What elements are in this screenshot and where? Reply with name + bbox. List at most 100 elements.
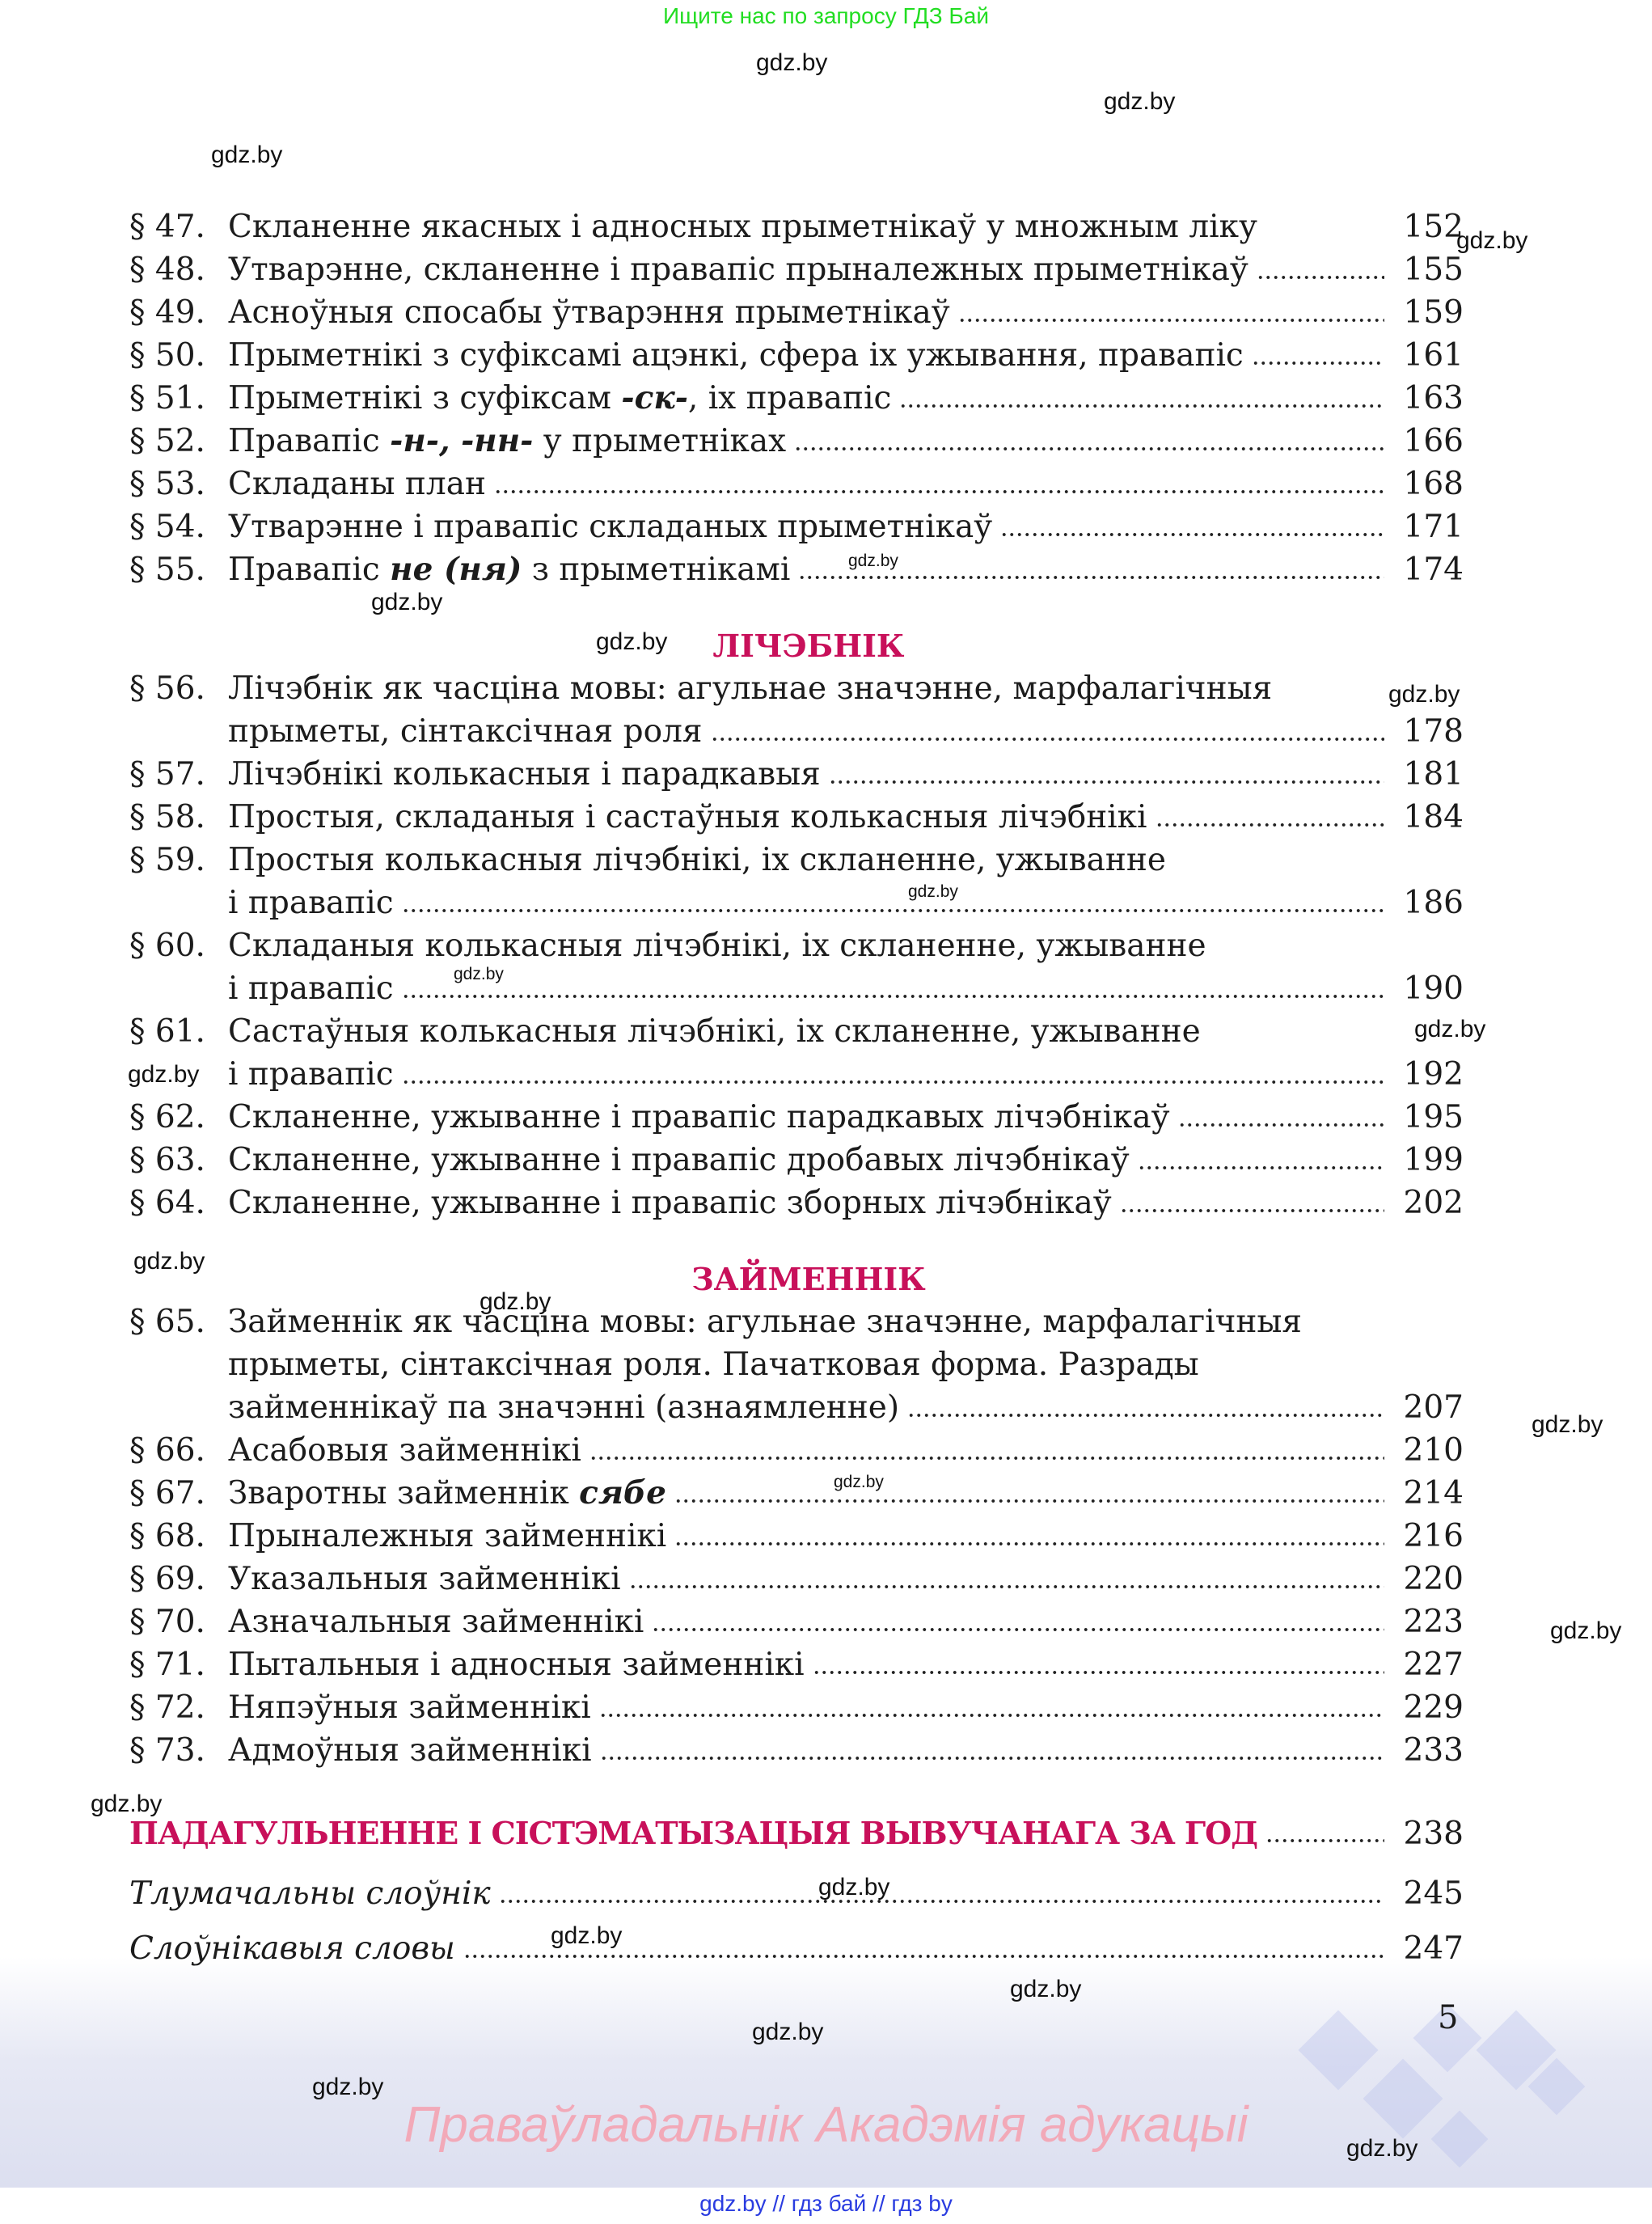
title-segment: Правапіс [228,423,391,459]
toc-entry-line[interactable]: § 57. Лічэбнікі колькасныя і парадкавыя 18… [129,753,1464,796]
entry-title: Слоўнікавыя словы [129,1930,455,1967]
title-segment: Прыметнікі з суфіксам [228,380,622,416]
watermark-text: gdz.by [834,1473,884,1491]
dot-leader [798,573,1384,581]
watermark-text: gdz.by [1550,1617,1622,1644]
entry-page: 168 [1403,466,1464,502]
entry-title: Указальныя займеннікі [228,1558,621,1600]
entry-number: § 50. [129,337,205,374]
toc-entry-line[interactable]: § 52. Правапіс -н-, -нн- у прыметніках 166 [129,420,1464,463]
toc-entry-line[interactable]: § 61. Састаўныя колькасныя лічэбнікі, іх … [129,1010,1464,1053]
toc-entry-line[interactable]: § 58. Простыя, складаныя і састаўныя коль… [129,796,1464,839]
copyright-notice: Праваўладальнік Акадэмія адукацыі [403,2097,1249,2153]
toc-entry-line[interactable]: і правапіс 192 [129,1053,1464,1096]
toc-entry-line[interactable]: § 66. Асабовыя займеннікі 210 [129,1429,1464,1472]
toc-entry-line[interactable]: § 68. Прыналежныя займеннікі 216 [129,1515,1464,1558]
entry-page: 184 [1403,799,1464,835]
title-segment: , іх правапіс [687,380,892,416]
watermark-text: gdz.by [133,1248,205,1275]
toc-entry-line[interactable]: § 55. Правапіс не (ня) з прыметнікамі 174 [129,548,1464,591]
dot-leader [598,1711,1384,1719]
title-segment: Зваротны займеннік [228,1475,580,1512]
entry-title: Прыналежныя займеннікі [228,1515,666,1558]
toc-entry-line[interactable]: § 70. Азначальныя займеннікі 223 [129,1600,1464,1643]
toc-entry-line[interactable]: § 47. Скланенне якасных і адносных прымет… [129,205,1464,248]
entry-page: 155 [1403,252,1464,288]
title-segment: -н-, -нн- [390,422,534,459]
toc-entry-line[interactable]: прыметы, сінтаксічная роля 178 [129,710,1464,753]
toc-entry-line[interactable]: § 56. Лічэбнік як часціна мовы: агульнае … [129,667,1464,710]
entry-title: Скланенне якасных і адносных прыметнікаў… [228,205,1257,248]
toc-entry-line[interactable]: § 49. Асноўныя спосабы ўтварэння прыметні… [129,291,1464,334]
watermark-text: gdz.by [1414,1016,1486,1042]
toc-entry-line[interactable]: § 67. Зваротны займеннік сябе 214 [129,1472,1464,1515]
toc-entry-line[interactable]: прыметы, сінтаксічная роля. Пачатковая ф… [129,1343,1464,1386]
toc-entry-line[interactable]: § 65. Займеннік як часціна мовы: агульнае… [129,1300,1464,1343]
entry-title: Прыметнікі з суфіксамі ацэнкі, сфера іх … [228,334,1244,377]
entry-number: § 53. [129,466,205,502]
summary-entry[interactable]: ПАДАГУЛЬНЕННЕ І СІСТЭМАТЫЗАЦЫЯ ВЫВУЧАНАГ… [129,1812,1464,1854]
toc-entry-line[interactable]: § 60. Складаныя колькасныя лічэбнікі, іх … [129,924,1464,967]
entry-page: 159 [1403,294,1464,331]
dot-leader [674,1540,1384,1548]
title-segment: і правапіс [228,970,394,1007]
page-number: 5 [1438,1999,1459,2036]
toc-entry-line[interactable]: § 51. Прыметнікі з суфіксам -ск-, іх прав… [129,377,1464,420]
dot-leader [401,992,1384,1000]
entry-page: 186 [1403,885,1464,921]
entry-number: § 48. [129,252,205,288]
toc-entry-line[interactable]: § 53. Складаны план 168 [129,463,1464,505]
entry-number: § 59. [129,842,205,878]
dot-leader [401,1078,1384,1086]
dot-leader [1137,1164,1384,1172]
entry-page: 181 [1403,756,1464,793]
toc-entry-line[interactable]: § 71. Пытальныя і адносныя займеннікі 227 [129,1643,1464,1686]
entry-page: 220 [1403,1561,1464,1597]
entry-page: 247 [1403,1930,1464,1967]
toc-entry-line[interactable]: займеннікаў па значэнні (азнаямленне) 207 [129,1386,1464,1429]
title-segment: Асабовыя займеннікі [228,1432,581,1469]
dot-leader [599,1754,1384,1762]
watermark-text: gdz.by [371,589,443,615]
title-segment: займеннікаў па значэнні (азнаямленне) [228,1389,900,1426]
dot-leader [1177,1121,1384,1129]
toc-entry-line[interactable]: § 64. Скланенне, ужыванне і правапіс збор… [129,1182,1464,1224]
title-segment: Лічэбнікі колькасныя і парадкавыя [228,756,821,793]
dot-leader [401,907,1384,915]
toc-entry-line[interactable]: § 48. Утварэнне, скланенне і правапіс пры… [129,248,1464,291]
entry-page: 174 [1403,552,1464,588]
dot-leader [1256,273,1384,281]
entry-title: Прыметнікі з суфіксам -ск-, іх правапіс [228,377,891,420]
watermark-text: gdz.by [848,552,898,570]
entry-title: Займеннік як часціна мовы: агульнае знач… [228,1300,1302,1343]
title-segment: Складаны план [228,466,486,502]
entry-page: 190 [1403,970,1464,1007]
toc-entry-line[interactable]: § 69. Указальныя займеннікі 220 [129,1558,1464,1600]
toc-entry-line[interactable]: § 50. Прыметнікі з суфіксамі ацэнкі, сфер… [129,334,1464,377]
entry-number: § 60. [129,928,205,964]
entry-number: § 68. [129,1518,205,1554]
toc-entry-line[interactable]: § 73. Адмоўныя займеннікі 233 [129,1729,1464,1772]
toc-entry-line[interactable]: § 59. Простыя колькасныя лічэбнікі, іх ск… [129,839,1464,882]
toc-entry-line[interactable]: і правапіс 190 [129,967,1464,1010]
title-segment: Указальныя займеннікі [228,1561,621,1597]
title-segment: прыметы, сінтаксічная роля [228,713,703,750]
watermark-text: gdz.by [908,882,958,901]
title-segment: Пытальныя і адносныя займеннікі [228,1647,805,1683]
toc-entry-line[interactable]: і правапіс 186 [129,882,1464,924]
dictionary-entry[interactable]: Тлумачальны слоўнік 245 [129,1872,1464,1915]
search-hint-banner[interactable]: Ищите нас по запросу ГДЗ Бай [662,3,990,28]
title-segment: Няпэўныя займеннікі [228,1689,591,1726]
title-segment: Азначальныя займеннікі [228,1604,644,1640]
entry-page: 210 [1403,1432,1464,1469]
title-segment: Скланенне, ужыванне і правапіс дробавых … [228,1142,1130,1178]
toc-entry-line[interactable]: § 54. Утварэнне і правапіс складаных прым… [129,505,1464,548]
dot-leader [674,1497,1384,1505]
entry-title: ПАДАГУЛЬНЕННЕ І СІСТЭМАТЫЗАЦЫЯ ВЫВУЧАНАГ… [129,1815,1258,1851]
footer-links[interactable]: gdz.by // гдз бай // гдз by [0,2188,1652,2224]
toc-entry-line[interactable]: § 72. Няпэўныя займеннікі 229 [129,1686,1464,1729]
toc-entry-line[interactable]: § 63. Скланенне, ужыванне і правапіс дроб… [129,1139,1464,1182]
toc-entry-line[interactable]: § 62. Скланенне, ужыванне і правапіс пара… [129,1096,1464,1139]
title-segment: Простыя, складаныя і састаўныя колькасны… [228,799,1147,835]
dictionary-entry[interactable]: Слоўнікавыя словы 247 [129,1927,1464,1970]
